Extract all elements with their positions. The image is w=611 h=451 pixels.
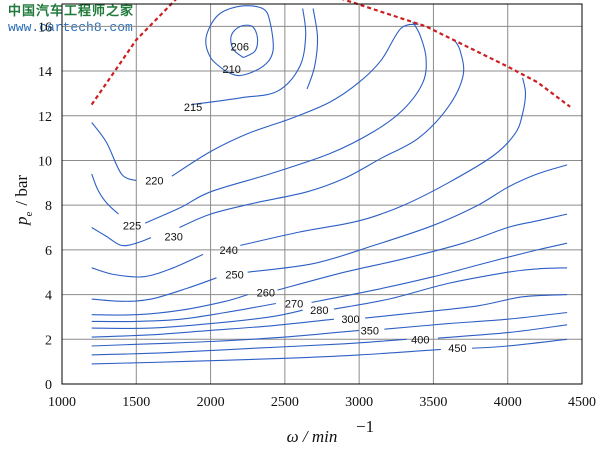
contour-line	[91, 302, 276, 323]
contour-label: 250	[225, 269, 243, 281]
plot-frame	[61, 3, 583, 385]
contour-label: 400	[411, 334, 429, 346]
x-tick-label: 2500	[271, 395, 299, 410]
x-tick-label: 4000	[494, 395, 522, 410]
x-tick-label: 4500	[568, 395, 596, 410]
contour-label: 300	[341, 314, 359, 326]
x-tick-label: 3000	[345, 395, 373, 410]
x-tick-label: 2000	[197, 395, 225, 410]
x-tick-labels: 1000 1500 2000 2500 3000 3500 4000 4500	[48, 395, 596, 410]
contour-line	[333, 267, 568, 310]
contour-label: 206	[231, 41, 249, 53]
contour-line	[311, 242, 568, 303]
y-tick-label: 12	[38, 110, 52, 125]
contour-line	[437, 324, 568, 339]
grid	[61, 4, 583, 385]
watermark-url: www.cartech8.com	[8, 19, 133, 35]
contour-line	[91, 173, 119, 215]
watermark: 中国汽车工程师之家 www.cartech8.com	[8, 4, 134, 35]
contour-line	[91, 122, 137, 182]
contour-label: 225	[123, 220, 141, 232]
full-load-line	[90, 0, 571, 108]
contour-line	[472, 338, 568, 349]
contour-line	[91, 277, 217, 302]
contour-line	[91, 309, 303, 330]
full-load-curve	[90, 0, 571, 108]
x-tick-label: 1500	[122, 395, 150, 410]
watermark-title: 中国汽车工程师之家	[8, 4, 135, 19]
y-tick-label: 10	[38, 154, 52, 169]
contour-label: 210	[222, 64, 240, 76]
contour-label: 350	[361, 325, 379, 337]
contour-label: 220	[145, 176, 163, 188]
y-axis-label-symbol: p	[12, 217, 31, 227]
y-tick-label: 8	[45, 199, 52, 214]
y-axis-label-unit: / bar	[12, 175, 31, 206]
contour-label: 260	[257, 287, 275, 299]
contour-line	[277, 213, 568, 291]
contour-line	[230, 24, 259, 59]
y-tick-label: 2	[45, 333, 52, 348]
contour-label: 230	[165, 231, 183, 243]
y-tick-labels: 0 2 4 6 8 10 12 14 16	[38, 20, 52, 393]
y-tick-label: 0	[45, 378, 52, 393]
x-axis-label-exponent: −1	[356, 417, 374, 436]
contour-line	[205, 5, 274, 77]
y-axis-label: pe / bar	[12, 175, 35, 226]
y-tick-label: 6	[45, 244, 52, 259]
y-tick-label: 16	[38, 20, 52, 35]
contour-line	[240, 77, 527, 246]
contour-label: 450	[448, 343, 466, 355]
contour-line	[91, 318, 334, 338]
contour-lines	[91, 5, 568, 365]
x-axis-label: ω / min	[287, 427, 338, 446]
contour-line	[247, 164, 568, 273]
contour-line	[91, 329, 360, 347]
y-tick-label: 4	[45, 289, 52, 304]
contour-line	[91, 338, 407, 356]
contour-line	[91, 348, 441, 365]
contour-line	[91, 253, 204, 278]
contour-label: 280	[310, 305, 328, 317]
x-tick-label: 3500	[419, 395, 447, 410]
contour-line	[365, 294, 568, 319]
svg-text:pe/ bar: pe / bar	[12, 175, 35, 226]
contour-label: 270	[285, 299, 303, 311]
y-axis-label-sub: e	[23, 212, 35, 217]
contour-line	[171, 23, 419, 177]
contour-label: 240	[219, 245, 237, 257]
contour-line	[144, 21, 427, 224]
contour-line	[91, 227, 152, 247]
contour-label: 215	[184, 102, 202, 114]
contour-line	[306, 8, 319, 90]
contour-line	[384, 311, 568, 330]
y-tick-label: 14	[38, 65, 52, 80]
x-tick-label: 1000	[48, 395, 76, 410]
contour-line	[91, 294, 248, 316]
contour-line	[191, 8, 307, 106]
contour-line	[179, 39, 465, 229]
